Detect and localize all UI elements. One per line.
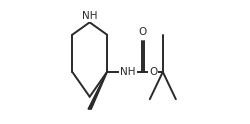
Text: O: O	[139, 27, 147, 37]
Text: NH: NH	[82, 11, 98, 21]
Text: O: O	[149, 67, 158, 77]
Text: NH: NH	[120, 67, 136, 77]
Polygon shape	[88, 72, 107, 109]
